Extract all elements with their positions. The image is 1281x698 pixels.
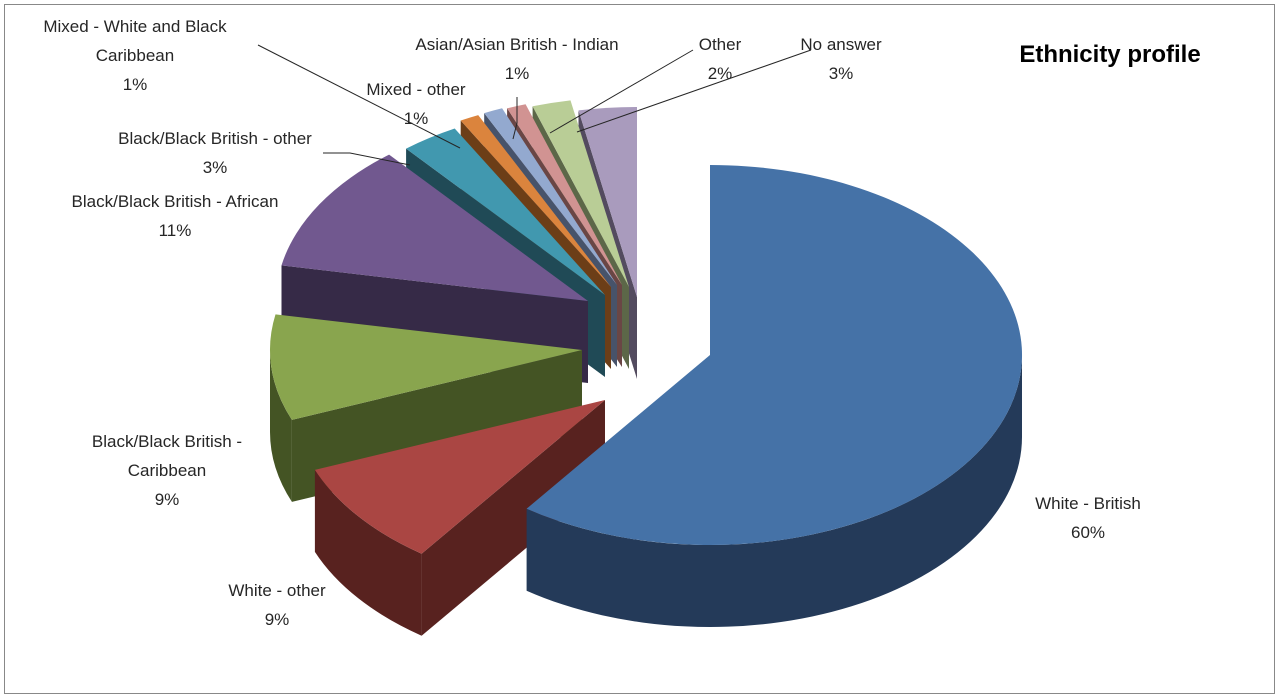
- pie-slice-top: [314, 400, 605, 554]
- data-label-category: White - other: [228, 581, 326, 600]
- leader-line: [323, 152, 411, 166]
- pie-slice-rim: [314, 469, 422, 636]
- leader-line: [549, 49, 694, 134]
- data-label-percent: 3%: [829, 64, 854, 83]
- data-label-percent: 11%: [159, 221, 192, 240]
- pie-slice-top: [269, 314, 582, 420]
- data-label: White - British 60%: [1035, 494, 1141, 542]
- leader-line: [576, 49, 812, 133]
- data-label-category: Mixed - other: [366, 80, 466, 99]
- data-label-percent: 60%: [1071, 523, 1105, 542]
- data-label: Mixed - White and Black Caribbean 1%: [43, 17, 227, 94]
- data-label: Black/Black British - African 11%: [72, 192, 279, 240]
- data-label-category: Asian/Asian British - Indian: [415, 35, 618, 54]
- data-label-percent: 1%: [505, 64, 530, 83]
- data-label: Black/Black British - other 3%: [118, 129, 312, 177]
- leader-line: [512, 97, 518, 140]
- data-label-category: Caribbean: [96, 46, 174, 65]
- data-label: No answer 3%: [800, 35, 882, 83]
- pie-slice-top: [578, 107, 637, 297]
- pie-slice-rim: [270, 350, 292, 502]
- pie-chart: White - British 60%White - other 9%Black/B…: [43, 17, 1201, 636]
- data-label: White - other 9%: [228, 581, 326, 629]
- pie-slice-top: [281, 154, 588, 301]
- data-label-category: Black/Black British - other: [118, 129, 312, 148]
- pie-slice-top: [507, 104, 622, 285]
- data-label-percent: 1%: [404, 109, 429, 128]
- data-label-category: Black/Black British -: [92, 432, 242, 451]
- data-label-category: Caribbean: [128, 461, 206, 480]
- pie-slice-top: [484, 108, 617, 285]
- data-label: Mixed - other 1%: [366, 80, 466, 128]
- data-label-percent: 3%: [203, 158, 228, 177]
- pie-slice: [526, 165, 1023, 627]
- chart-area: White - British 60% White - other 9% Black/B…: [4, 4, 1275, 694]
- data-label: Other 2%: [699, 35, 742, 83]
- pie-slice-top: [460, 115, 611, 287]
- pie-slice-wall: [421, 400, 605, 636]
- data-label-percent: 9%: [265, 610, 290, 629]
- data-label-category: No answer: [800, 35, 882, 54]
- pie-slice-rim: [526, 355, 1022, 627]
- data-label-category: Other: [699, 35, 742, 54]
- chart-title: Ethnicity profile: [1019, 41, 1200, 68]
- data-label-percent: 9%: [155, 490, 180, 509]
- data-label-percent: 1%: [123, 75, 148, 94]
- data-label: Asian/Asian British - Indian 1%: [415, 35, 618, 83]
- leader-lines: [257, 44, 812, 166]
- data-label-percent: 2%: [708, 64, 733, 83]
- slices-layer: [269, 100, 1023, 636]
- pie-slice-top: [532, 100, 629, 288]
- pie-slice-top: [526, 165, 1023, 545]
- pie-slice-top: [406, 128, 605, 295]
- data-labels: White - British 60%White - other 9%Black/B…: [43, 17, 1141, 629]
- pie-slice: [314, 400, 605, 636]
- data-label: Black/Black British - Caribbean 9%: [92, 432, 242, 509]
- data-label-category: Black/Black British - African: [72, 192, 279, 211]
- data-label-category: Mixed - White and Black: [43, 17, 227, 36]
- data-label-category: White - British: [1035, 494, 1141, 513]
- leader-line: [257, 44, 461, 149]
